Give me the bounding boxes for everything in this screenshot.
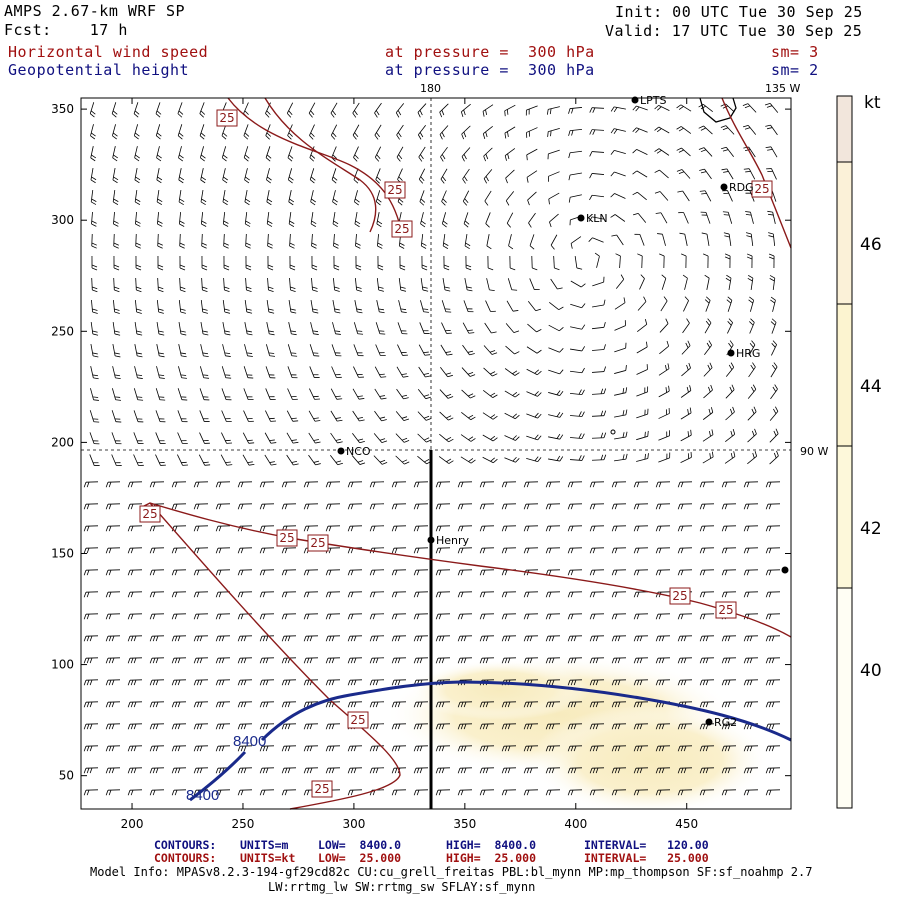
meridian-label-180: 180	[420, 82, 441, 95]
colorbar-unit: kt	[864, 93, 881, 113]
field1-smoothing: sm= 3	[771, 43, 819, 61]
station-marker	[720, 183, 728, 191]
x-tick-label: 350	[453, 817, 476, 831]
model-info-2: LW:rrtmg_lw SW:rrtmg_sw SFLAY:sf_mynn	[268, 880, 536, 894]
speed-contour-label: 25	[310, 536, 325, 550]
station-label: RG2	[714, 716, 737, 729]
stations: LPTS RDG KLN HRG NCO Henry RG2	[337, 94, 789, 729]
height-contour-label: 8400	[186, 787, 219, 804]
height-contour-label: 8400	[233, 733, 266, 750]
x-tick-label: 450	[675, 817, 698, 831]
y-tick-label: 200	[51, 435, 74, 449]
speed-contour-label: 25	[754, 182, 769, 196]
speed-contour-label: 25	[718, 603, 733, 617]
speed-contour-label: 25	[394, 222, 409, 236]
station-marker	[577, 214, 585, 222]
colorbar-band	[837, 304, 852, 446]
colorbar-band	[837, 588, 852, 808]
speed-contour-label: 25	[142, 507, 157, 521]
colorbar-tick: 42	[860, 519, 882, 539]
y-tick-label: 150	[51, 546, 74, 560]
station-marker	[427, 536, 435, 544]
colorbar-band	[837, 446, 852, 588]
field2-level: at pressure = 300 hPa	[385, 61, 595, 79]
x-tick-label: 250	[232, 817, 255, 831]
colorbar-tick: 44	[860, 377, 882, 397]
speed-contour-labels: 25 25 25 25 25 25 25 25 25 25 25	[139, 109, 773, 798]
meridian-label-135w: 135 W	[765, 82, 800, 95]
meridian-label-90w: 90 W	[800, 445, 828, 458]
station-marker	[337, 447, 345, 455]
speed-contour-label: 25	[672, 589, 687, 603]
speed-contour-label: 25	[387, 183, 402, 197]
field2-smoothing: sm= 2	[771, 61, 819, 79]
axes: 200 250 300 350 400 450 350 300 250 200 150 100 50	[51, 98, 791, 831]
y-tick-label: 300	[51, 213, 74, 227]
x-tick-label: 300	[342, 817, 365, 831]
coastline	[699, 97, 737, 123]
y-tick-label: 350	[51, 102, 74, 116]
contours-label-height: CONTOURS:	[154, 838, 217, 852]
colorbar-band	[837, 162, 852, 304]
station-label: RDG	[729, 181, 754, 194]
field2-name: Geopotential height	[8, 61, 190, 79]
geopotential-contours	[189, 680, 792, 802]
colorbar-tick: 40	[860, 661, 882, 681]
colorbar-band	[837, 96, 852, 162]
y-tick-label: 100	[51, 658, 74, 672]
speed-contour-label: 25	[219, 111, 234, 125]
station-marker	[705, 718, 713, 726]
y-tick-label: 50	[59, 769, 74, 783]
station-label: LPTS	[640, 94, 666, 107]
contours-interval-speed: INTERVAL= 25.000	[584, 851, 709, 865]
x-tick-label: 400	[564, 817, 587, 831]
field1-level: at pressure = 300 hPa	[385, 43, 595, 61]
contours-units-height: UNITS=m	[240, 838, 289, 852]
contours-label-speed: CONTOURS:	[154, 851, 217, 865]
contours-high-height: HIGH= 8400.0	[446, 838, 537, 852]
station-label: NCO	[346, 445, 371, 458]
field1-name: Horizontal wind speed	[8, 43, 209, 61]
station-label: HRG	[736, 347, 760, 360]
valid-time: Valid: 17 UTC Tue 30 Sep 25	[605, 22, 863, 40]
x-tick-label: 200	[121, 817, 144, 831]
wind-barbs	[83, 102, 781, 796]
speed-contour-label: 25	[279, 531, 294, 545]
station-marker	[610, 429, 616, 435]
contours-low-speed: LOW= 25.000	[318, 851, 402, 865]
y-tick-label: 250	[51, 324, 74, 338]
speed-contour-label: 25	[350, 713, 365, 727]
station-label: KLN	[586, 212, 608, 225]
colorbar: kt 46 44 42 40	[836, 93, 882, 809]
station-label: Henry	[436, 534, 470, 547]
colorbar-tick: 46	[860, 235, 882, 255]
init-time: Init: 00 UTC Tue 30 Sep 25	[615, 3, 863, 21]
model-title: AMPS 2.67-km WRF SP	[4, 2, 186, 20]
forecast-hour: Fcst: 17 h	[4, 21, 128, 39]
model-info: Model Info: MPASv8.2.3-194-gf29cd82c CU:…	[90, 865, 813, 879]
station-marker	[727, 349, 735, 357]
speed-contour-label: 25	[314, 782, 329, 796]
contours-units-speed: UNITS=kt	[240, 851, 296, 865]
contours-high-speed: HIGH= 25.000	[446, 851, 537, 865]
contours-low-height: LOW= 8400.0	[318, 838, 402, 852]
wind-speed-shading	[385, 655, 770, 809]
station-marker	[781, 566, 789, 574]
contours-interval-height: INTERVAL= 120.00	[584, 838, 709, 852]
